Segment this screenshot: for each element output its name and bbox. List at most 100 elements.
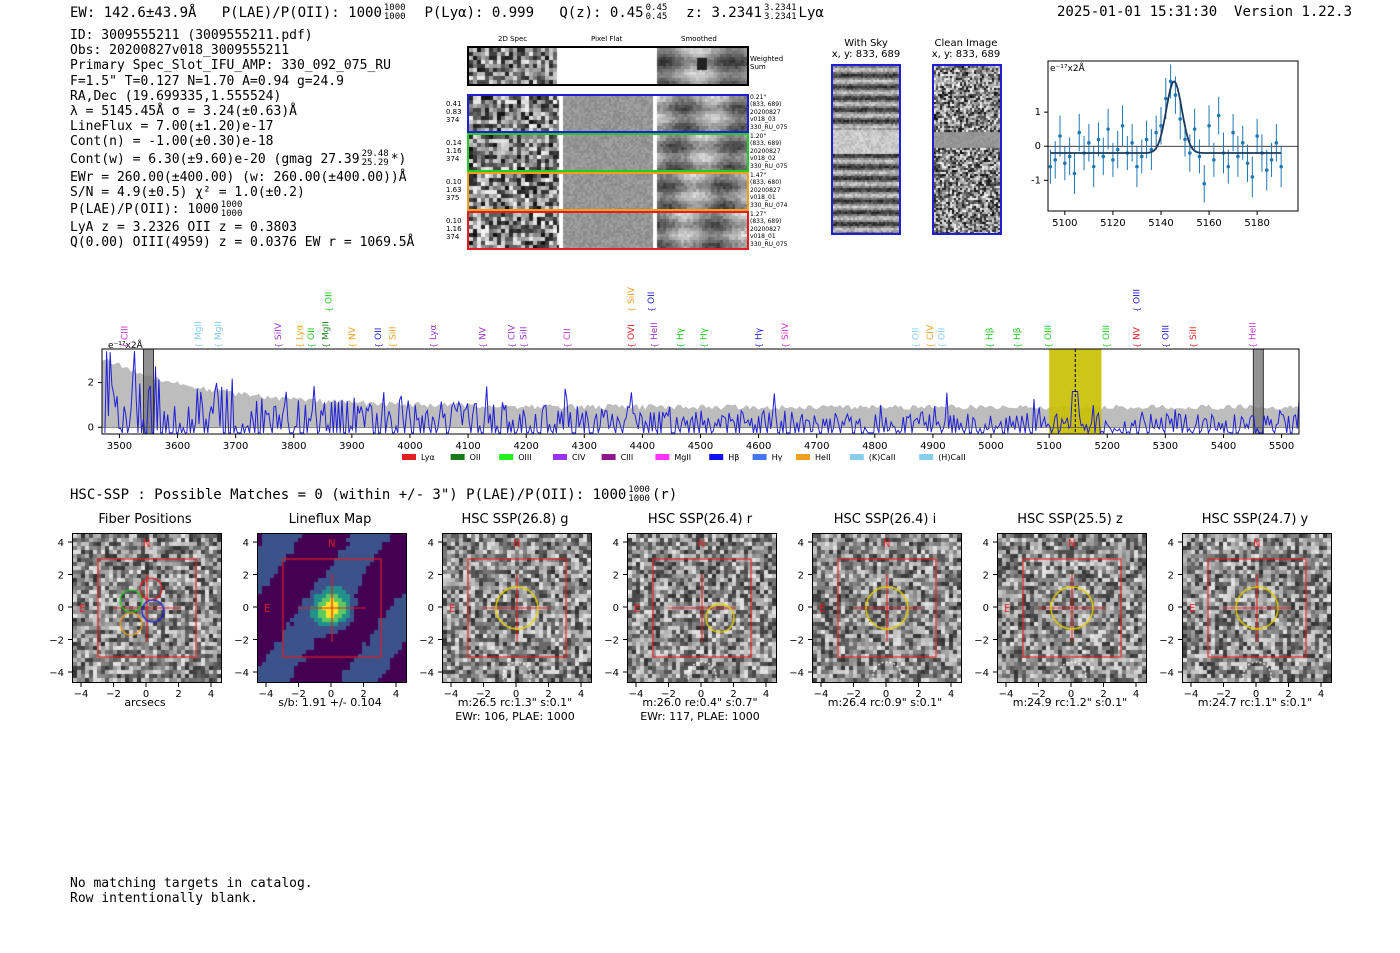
spectrum-xtick-label: 3900 (339, 441, 364, 452)
fit-unit-label: e⁻¹⁷x2Å (1050, 62, 1086, 74)
cutout-detail: 1.27" (833, 689) 20200827 v018_01 330_RU_075 (750, 211, 788, 248)
info-qline: Q(0.00) OIII(4959) z = 0.0376 EW r = 106… (70, 235, 415, 251)
cutout-detail: 0.21" (833, 689) 20200827 v018_03 330_RU_075 (750, 94, 788, 131)
spectral-line-label: CIII (121, 326, 131, 340)
hsc-panel-caption: m:24.7 rc:1.1" s:0.1" (1197, 696, 1313, 709)
spectral-line-label: HeII (1249, 322, 1259, 340)
hsc-ytick-label: −4 (234, 668, 249, 679)
spectrum-xtick-label: 5100 (1036, 441, 1061, 452)
spectrum-xtick-label: 4100 (455, 441, 480, 452)
fit-data-point (1149, 147, 1154, 152)
hsc-panel-image (997, 533, 1147, 683)
spectral-line-brace: { (1044, 343, 1053, 348)
fit-model-line (1050, 80, 1282, 154)
hsc-panel-image (1182, 533, 1332, 683)
legend-label: Hγ (772, 453, 783, 462)
spectral-line-brace: { (985, 343, 994, 348)
info-contn: Cont(n) = -1.00(±0.30)e-18 (70, 134, 274, 150)
timestamp: 2025-01-01 15:31:30 (1057, 4, 1218, 20)
hsc-panel-axes: 4 2 0 −2 −4 −4 −2 0 2 4 (234, 538, 399, 700)
fit-ytick-label: 1 (1035, 107, 1041, 118)
clean-image (932, 64, 1002, 235)
spectrum-xtick-label: 4200 (513, 441, 538, 452)
spectral-line-brace: { (699, 343, 708, 348)
info-block: ID: 3009555211 (3009555211.pdf) Obs: 202… (70, 28, 460, 250)
hsc-panel-axes: 4 2 0 −2 −4 −4 −2 0 2 4 (604, 538, 769, 700)
hsc-panel-axes: 4 2 0 −2 −4 −4 −2 0 2 4 (974, 538, 1139, 700)
hsc-xtick-label: 4 (1133, 689, 1139, 700)
footer-line-2: Row intentionally blank. (70, 891, 258, 906)
hsc-ytick-label: 4 (58, 538, 64, 549)
fit-data-point (1163, 96, 1168, 101)
hsc-xtick-label: 0 (1253, 689, 1259, 700)
fit-data-point (1159, 123, 1163, 128)
spectral-line-brace: { (307, 343, 316, 348)
legend-label: MgII (674, 453, 691, 462)
hsc-xtick-label: 0 (328, 689, 334, 700)
spectrum-xtick-label: 4800 (862, 441, 887, 452)
fit-data-point (1154, 130, 1158, 135)
hsc-ytick-label: −4 (604, 668, 619, 679)
hsc-panel-caption: m:24.9 rc:1.2" s:0.1" (1012, 696, 1128, 709)
spectrum-xtick-label: 4700 (804, 441, 829, 452)
weighted-sum-label: Weighted Sum (750, 55, 784, 71)
fit-data-point (1216, 113, 1221, 118)
spectral-line-label: NV (1132, 326, 1142, 340)
cutout-weights: 0.10 1.16 374 (446, 217, 462, 241)
cutout-detail: 1.47" (833, 680) 20200827 v018_01 330_RU_074 (750, 172, 788, 209)
header-line: EW: 142.6±43.9Å P(LAE)/P(OII): 1000 1000 1… (70, 4, 824, 22)
spectrum-ytick-label: 2 (88, 378, 94, 389)
cutout-weights: 0.14 1.16 374 (446, 139, 462, 163)
hsc-ytick-label: 2 (983, 571, 989, 582)
fit-data-point (1106, 127, 1110, 131)
spectral-line-label: OIII (1044, 325, 1054, 340)
spectral-line-label: OII (938, 328, 948, 340)
cutout-weights: 0.10 1.63 375 (446, 178, 462, 202)
hsc-xtick-label: −4 (259, 689, 274, 700)
spectral-line-label: OII (911, 328, 921, 340)
info-sn: S/N = 4.9(±0.5) χ² = 1.0(±0.2) (70, 184, 305, 200)
fit-data-point (1048, 164, 1053, 169)
legend-swatch (601, 454, 616, 460)
hsc-panel-caption: m:26.5 rc:1.3" s:0.1" (457, 696, 573, 709)
plya-value: P(Lyα): 0.999 (424, 5, 535, 21)
hsc-xtick-label: 2 (1285, 689, 1291, 700)
spectral-line-label: SiII (1189, 326, 1199, 340)
fit-data-point (1255, 134, 1259, 138)
spectral-line-label: Hβ (985, 327, 995, 340)
fit-xtick-label: 5140 (1148, 218, 1173, 229)
spectrum-xtick-label: 5200 (1095, 441, 1120, 452)
fit-data-point (1250, 175, 1255, 179)
hsc-ytick-label: 4 (983, 538, 989, 549)
hsc-panel-caption-2: EWr: 117, PLAE: 1000 (640, 710, 760, 723)
legend-label: CIII (621, 453, 634, 462)
line-fit-chart: 5100 5120 5140 5160 5180 -1 0 1 e⁻¹⁷x2Å (1031, 60, 1299, 229)
spectral-line-brace: { (322, 343, 331, 348)
spectral-line-brace: { (938, 343, 947, 348)
legend-swatch (849, 454, 864, 460)
spectral-line-brace: { (479, 343, 488, 348)
fit-data-point (1264, 168, 1269, 172)
z-fraction: 3.2341 3.2341 (764, 3, 797, 22)
info-fit: F=1.5" T=0.127 N=1.70 A=0.94 g=24.9 (70, 73, 344, 89)
fit-data-point (1067, 154, 1072, 159)
hsc-panel-image (72, 533, 222, 683)
legend-swatch (752, 454, 767, 460)
legend-label: HeII (815, 453, 831, 462)
legend-label: (K)CaII (869, 453, 896, 462)
hsc-ytick-label: 4 (1168, 538, 1174, 549)
hsc-ytick-label: 2 (428, 571, 434, 582)
hsc-panel-axes: 4 2 0 −2 −4 −4 −2 0 2 4 (789, 538, 954, 700)
hsc-xtick-label: 4 (763, 689, 769, 700)
spectrum-ytick-label: 0 (88, 422, 94, 433)
hsc-panel-title: HSC SSP(26.8) g (461, 512, 569, 527)
legend-swatch (796, 454, 810, 460)
spectrum-unit-label: e⁻¹⁷x2Å (108, 339, 144, 351)
spectrum-xtick-label: 4300 (572, 441, 597, 452)
cutout-image (467, 211, 749, 250)
spectral-line-label: Lyα (429, 324, 439, 340)
info-ewr: EWr = 260.00(±400.00) (w: 260.00(±400.00… (70, 169, 407, 185)
hsc-panel-title: Fiber Positions (98, 512, 192, 527)
hsc-panel-image (627, 533, 777, 683)
fit-data-point (1063, 161, 1067, 166)
